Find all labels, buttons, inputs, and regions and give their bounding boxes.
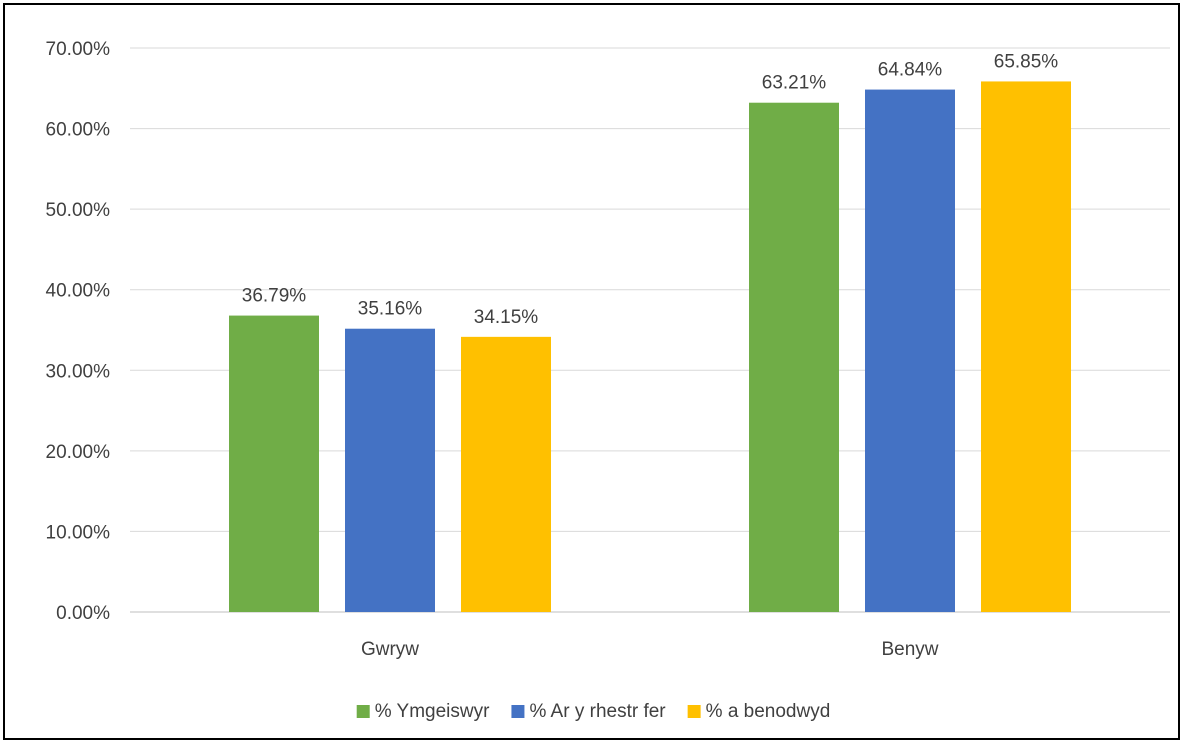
legend-swatch [687, 705, 701, 718]
legend-swatch [356, 705, 370, 718]
y-tick-label: 30.00% [46, 361, 111, 382]
legend-item: % a benodwyd [687, 701, 831, 722]
bar [229, 315, 319, 612]
data-label: 34.15% [474, 307, 539, 328]
bar [345, 328, 435, 612]
data-label: 35.16% [358, 299, 423, 320]
y-axis-tick-labels: 0.00% 10.00% 20.00% 30.00% 40.00% 50.00% 60.00… [46, 39, 111, 624]
y-tick-label: 10.00% [46, 522, 111, 543]
legend-label: % Ar y rhestr fer [529, 701, 666, 722]
data-label: 63.21% [762, 73, 827, 94]
legend-label: % a benodwyd [706, 701, 831, 722]
data-label: 65.85% [994, 51, 1059, 72]
legend-label: % Ymgeiswyr [375, 701, 490, 722]
legend: % Ymgeiswyr % Ar y rhestr fer % a benodwyd [356, 701, 831, 722]
bar [865, 89, 955, 613]
bar-chart: 0.00% 10.00% 20.00% 30.00% 40.00% 50.00% 60.00… [46, 39, 1170, 722]
y-tick-label: 0.00% [56, 603, 110, 624]
chart-frame: 0.00% 10.00% 20.00% 30.00% 40.00% 50.00% 60.00… [3, 3, 1180, 740]
y-tick-label: 60.00% [46, 120, 111, 141]
y-tick-label: 20.00% [46, 442, 111, 463]
legend-swatch [511, 705, 525, 718]
bars [229, 81, 1071, 613]
x-axis-tick-labels: Gwryw Benyw [361, 639, 939, 660]
data-label: 64.84% [878, 60, 943, 81]
y-tick-label: 50.00% [46, 200, 111, 221]
legend-item: % Ar y rhestr fer [511, 701, 666, 722]
data-label: 36.79% [242, 286, 307, 307]
x-tick-label: Gwryw [361, 639, 419, 660]
x-tick-label: Benyw [881, 639, 938, 660]
legend-item: % Ymgeiswyr [356, 701, 490, 722]
bar [749, 102, 839, 612]
bar [981, 81, 1071, 613]
y-tick-label: 40.00% [46, 281, 111, 302]
data-labels: 36.79% 35.16% 34.15% 63.21% 64.84% 65.85% [242, 51, 1059, 327]
y-tick-label: 70.00% [46, 39, 111, 60]
bar [461, 336, 551, 612]
